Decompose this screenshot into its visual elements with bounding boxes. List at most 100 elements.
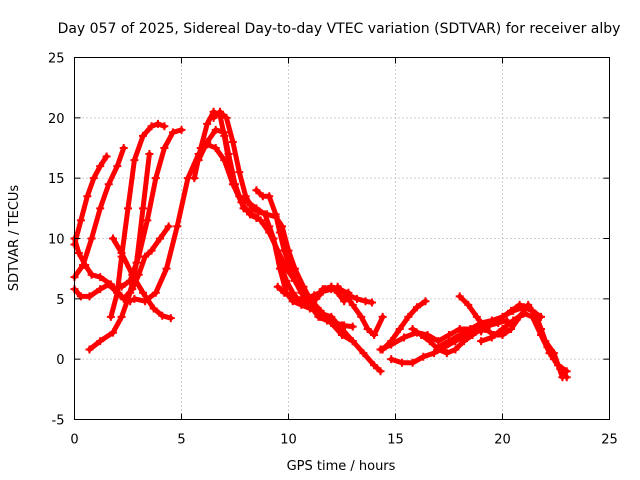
data-point	[89, 174, 98, 183]
data-point	[138, 131, 147, 140]
data-point	[445, 337, 453, 346]
data-point	[96, 162, 105, 171]
series-line	[72, 153, 110, 247]
data-point	[314, 312, 323, 321]
data-point	[109, 328, 118, 337]
data-point	[481, 325, 490, 333]
data-point	[248, 204, 257, 213]
data-point	[158, 311, 167, 320]
data-point	[434, 343, 443, 352]
data-point	[340, 297, 349, 306]
data-point	[340, 288, 349, 297]
data-point	[338, 331, 346, 340]
data-point	[378, 312, 387, 321]
data-point	[117, 312, 126, 321]
data-point	[117, 248, 126, 257]
data-point	[160, 144, 169, 152]
data-point	[425, 337, 434, 346]
series-layer	[70, 107, 571, 382]
data-point	[153, 119, 162, 128]
y-tick-label: 10	[48, 233, 65, 248]
data-point	[85, 292, 94, 301]
data-point	[216, 107, 225, 116]
data-point	[331, 318, 340, 327]
y-tick-label: 15	[48, 172, 65, 187]
data-point	[487, 333, 496, 342]
y-tick-label: 5	[56, 293, 64, 308]
y-axis-label: SDTVAR / TECUs	[7, 185, 22, 292]
series-line	[500, 302, 570, 380]
x-tick-label: 0	[70, 433, 78, 448]
data-point	[141, 297, 150, 306]
data-point	[290, 276, 299, 285]
data-point	[348, 322, 357, 331]
x-tick-label: 25	[601, 433, 618, 448]
data-point	[293, 294, 302, 303]
data-point	[124, 204, 132, 213]
data-point	[211, 144, 220, 152]
data-point	[138, 288, 147, 297]
data-point	[466, 325, 475, 333]
series-line	[378, 326, 484, 352]
data-point	[96, 285, 105, 294]
data-point	[231, 180, 239, 189]
data-point	[530, 309, 539, 318]
series-line	[119, 127, 184, 290]
data-point	[147, 122, 156, 131]
data-point	[113, 288, 122, 297]
data-point	[87, 234, 96, 243]
data-point	[149, 304, 158, 313]
data-point	[106, 280, 115, 289]
data-point	[549, 355, 558, 364]
chart-title: Day 057 of 2025, Sidereal Day-to-day VTE…	[58, 21, 621, 37]
data-point	[147, 246, 156, 255]
data-point	[408, 325, 417, 333]
x-tick-label: 20	[494, 433, 511, 448]
data-point	[376, 345, 385, 354]
data-point	[397, 358, 406, 367]
data-point	[271, 210, 280, 219]
axes: 0 5 10 15 20 25 -5 0 5 10 15 20 25	[48, 52, 618, 448]
data-point	[203, 137, 212, 146]
series-sat-t	[376, 325, 486, 354]
y-tick-label: 25	[48, 52, 65, 67]
data-point	[160, 122, 169, 131]
data-point	[254, 207, 263, 216]
data-point	[194, 156, 203, 165]
data-point	[190, 174, 199, 183]
data-point	[134, 252, 143, 261]
data-point	[220, 128, 229, 137]
data-point	[143, 216, 152, 225]
data-point	[442, 349, 451, 358]
data-point	[498, 325, 507, 333]
data-point	[235, 168, 244, 177]
data-point	[352, 294, 361, 303]
data-point	[395, 325, 404, 333]
x-tick-label: 5	[177, 433, 185, 448]
data-point	[472, 312, 481, 321]
data-point	[363, 325, 372, 333]
data-point	[408, 358, 417, 367]
data-point	[104, 180, 113, 189]
data-point	[106, 312, 115, 321]
data-point	[284, 258, 293, 267]
data-point	[498, 312, 507, 321]
data-point	[96, 273, 105, 282]
data-point	[507, 325, 516, 333]
data-point	[83, 192, 92, 201]
x-tick-label: 10	[280, 433, 297, 448]
data-point	[228, 137, 237, 146]
data-point	[126, 276, 135, 285]
series-line	[380, 298, 428, 352]
data-point	[459, 337, 468, 346]
data-point	[310, 294, 319, 303]
data-point	[263, 210, 272, 219]
data-point	[164, 222, 173, 231]
x-axis-label: GPS time / hours	[287, 459, 396, 474]
data-point	[203, 119, 212, 128]
data-point	[209, 113, 218, 122]
y-tick-label: 0	[56, 353, 64, 368]
data-point	[477, 337, 486, 346]
series-sat-q	[333, 282, 387, 340]
